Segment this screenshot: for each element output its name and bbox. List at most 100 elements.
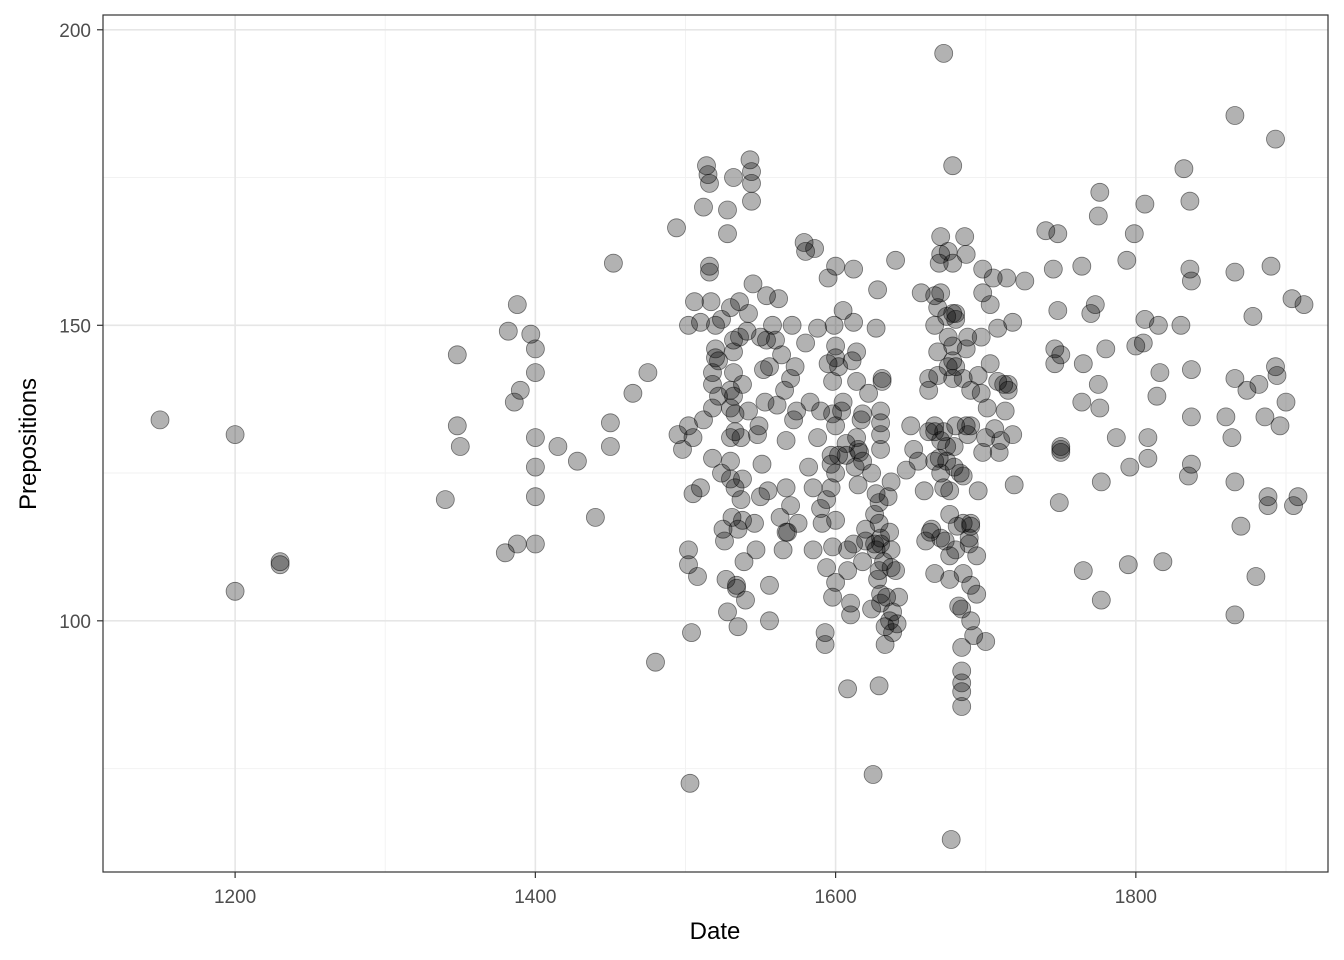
scatter-point [700, 262, 719, 282]
scatter-point [521, 324, 541, 344]
scatter-point [604, 253, 623, 273]
scatter-point [739, 304, 758, 323]
scatter-point [1051, 345, 1071, 365]
scatter-point [1133, 333, 1153, 353]
scatter-point [964, 626, 984, 645]
scatter-point [944, 437, 964, 456]
scatter-point [1270, 416, 1290, 436]
scatter-point [863, 765, 883, 784]
scatter-point [871, 401, 890, 421]
scatter-point [733, 510, 752, 530]
scatter-point [1249, 374, 1269, 394]
scatter-point [1225, 262, 1245, 282]
scatter-point [703, 374, 722, 394]
scatter-point [973, 442, 993, 462]
y-axis-title: Prepositions [15, 378, 42, 510]
scatter-point [949, 596, 969, 616]
scatter-point [973, 283, 993, 303]
scatter-point [673, 439, 692, 459]
scatter-point [871, 528, 890, 548]
scatter-point [952, 682, 972, 702]
scatter-point [767, 395, 787, 415]
scatter-point [883, 623, 902, 642]
scatter-point [808, 318, 827, 338]
scatter-point [1048, 301, 1068, 320]
x-tick-label: 1800 [1115, 887, 1157, 908]
scatter-point [526, 534, 545, 554]
scatter-point [847, 428, 866, 448]
scatter-point [871, 425, 890, 445]
scatter-point [1182, 271, 1201, 291]
scatter-point [1171, 315, 1191, 335]
scatter-point [869, 493, 889, 513]
scatter-point [925, 416, 945, 436]
scatter-point [971, 327, 991, 347]
scatter-point [1243, 306, 1263, 326]
scatter-point [498, 321, 518, 341]
scatter-point [1051, 437, 1071, 456]
scatter-point [667, 218, 686, 238]
scatter-point [691, 312, 710, 332]
scatter-point [742, 173, 761, 193]
scatter-point [953, 466, 973, 486]
scatter-point [679, 315, 698, 335]
scatter-point [952, 599, 972, 619]
scatter-point [548, 437, 568, 456]
scatter-point [826, 573, 845, 592]
scatter-point [736, 590, 755, 610]
scatter-point [1118, 555, 1138, 575]
scatter-point [725, 422, 745, 442]
scatter-point [940, 481, 960, 501]
scatter-point [1225, 106, 1245, 125]
scatter-point [787, 401, 806, 421]
scatter-point [1051, 442, 1071, 462]
scatter-point [1153, 552, 1173, 572]
scatter-point [952, 638, 972, 657]
scatter-point [868, 280, 887, 300]
scatter-point [1276, 392, 1296, 412]
scatter-point [838, 540, 857, 560]
scatter-point [940, 546, 960, 566]
scatter-point [946, 309, 966, 329]
scatter-point [833, 392, 853, 412]
scatter-point [685, 292, 704, 312]
scatter-point [782, 315, 802, 335]
scatter-point [844, 534, 863, 554]
scatter-point [706, 348, 725, 368]
scatter-point [679, 540, 698, 560]
major-gridlines [103, 15, 1328, 872]
scatter-point [862, 599, 881, 619]
scatter-point [953, 513, 973, 533]
scatter-point [811, 401, 830, 421]
scatter-point [838, 679, 857, 699]
scatter-point [847, 371, 866, 391]
panel-border [102, 14, 1329, 873]
scatter-point [734, 552, 754, 572]
scatter-point [1258, 496, 1278, 516]
scatter-point [270, 555, 290, 575]
scatter-point [682, 623, 701, 642]
scatter-point [920, 522, 940, 542]
scatter-point [938, 327, 958, 347]
scatter-point [991, 431, 1011, 450]
scatter-point [887, 614, 907, 634]
scatter-point [796, 333, 815, 353]
scatter-point [781, 496, 800, 516]
x-tick-label: 1200 [214, 887, 256, 908]
scatter-point [817, 558, 836, 577]
scatter-point [961, 513, 981, 533]
scatter-point [1090, 182, 1110, 202]
scatter-point [150, 410, 170, 430]
scatter-point [743, 274, 763, 294]
scatter-point [601, 437, 620, 456]
scatter-point [938, 241, 958, 261]
scatter-point [934, 422, 954, 442]
scatter-point [869, 676, 889, 696]
scatter-point [1174, 159, 1194, 179]
scatter-point [961, 611, 981, 631]
scatter-point [869, 561, 889, 580]
scatter-point [1124, 224, 1144, 244]
scatter-point [775, 380, 794, 400]
scatter-point [889, 587, 908, 607]
scatter-point [742, 162, 761, 182]
